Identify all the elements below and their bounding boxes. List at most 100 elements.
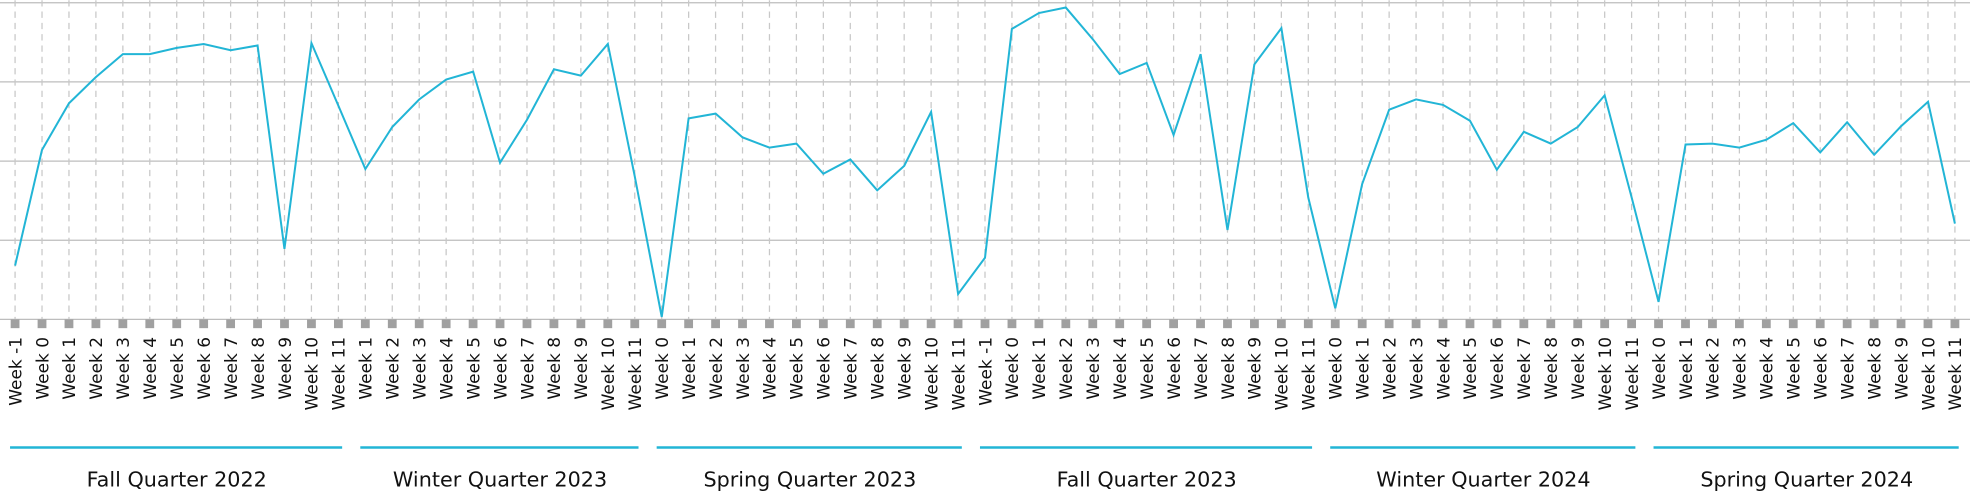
- x-tick: [91, 319, 101, 329]
- x-tick: [1196, 319, 1205, 329]
- x-tick: [684, 319, 694, 329]
- x-tick-label: Week 6: [814, 337, 834, 400]
- group-label: Spring Quarter 2023: [703, 467, 916, 491]
- x-tick: [199, 319, 209, 329]
- x-tick-label: Week 2: [86, 337, 106, 400]
- x-tick: [1600, 319, 1610, 329]
- x-tick-label: Week 8: [1864, 337, 1884, 400]
- x-tick: [1815, 319, 1825, 329]
- x-tick: [1950, 319, 1960, 329]
- x-tick-label: Week 9: [275, 337, 295, 400]
- x-tick-label: Week 6: [1810, 337, 1830, 400]
- x-tick: [414, 319, 424, 329]
- x-tick-label: Week 4: [436, 337, 456, 400]
- x-tick: [441, 319, 451, 329]
- x-tick-label: Week 5: [1460, 337, 1480, 400]
- x-tick: [307, 319, 316, 329]
- x-tick: [64, 319, 74, 329]
- x-tick: [818, 319, 828, 329]
- x-tick: [1330, 319, 1340, 329]
- x-tick: [1681, 319, 1690, 329]
- x-tick-label: Week 1: [679, 337, 699, 400]
- group-label: Fall Quarter 2023: [1057, 467, 1237, 491]
- x-tick: [980, 319, 990, 329]
- x-tick-label: Week -1: [5, 337, 25, 406]
- x-tick: [630, 319, 640, 329]
- x-tick-label: Week 0: [32, 337, 52, 400]
- x-tick-label: Week 5: [167, 337, 187, 400]
- x-tick-label: Week 4: [760, 337, 780, 400]
- x-tick: [1276, 319, 1286, 329]
- x-tick: [1411, 319, 1421, 329]
- x-tick-label: Week 0: [652, 337, 672, 400]
- x-tick-label: Week 6: [490, 337, 510, 400]
- x-tick-label: Week 5: [1784, 337, 1804, 400]
- x-tick-label: Week 11: [329, 337, 349, 410]
- x-tick-label: Week 2: [383, 337, 403, 400]
- x-tick-label: Week -1: [975, 337, 995, 406]
- x-tick: [172, 319, 182, 329]
- x-tick: [953, 319, 963, 329]
- x-tick: [280, 319, 289, 329]
- x-tick: [1708, 319, 1717, 329]
- x-tick-label: Week 8: [1541, 337, 1561, 400]
- x-tick-label: Week 9: [571, 337, 591, 400]
- x-tick: [872, 319, 882, 329]
- x-tick-label: Week 9: [1891, 337, 1911, 400]
- x-tick: [1438, 319, 1448, 329]
- x-tick-label: Week 7: [1837, 337, 1857, 400]
- x-tick-label: Week 7: [841, 337, 861, 400]
- x-tick: [37, 319, 47, 329]
- x-tick: [1169, 319, 1178, 329]
- x-tick-label: Week 8: [248, 337, 268, 400]
- x-tick-label: Week 5: [1137, 337, 1157, 400]
- x-tick-label: Week 11: [1945, 337, 1965, 410]
- x-tick: [711, 319, 720, 329]
- x-tick: [253, 319, 262, 329]
- x-tick-label: Week 4: [1757, 337, 1777, 400]
- x-tick: [1842, 319, 1852, 329]
- x-tick: [522, 319, 532, 329]
- x-tick-label: Week 10: [1272, 337, 1292, 410]
- x-tick-label: Week 0: [1326, 337, 1346, 400]
- x-tick: [1869, 319, 1879, 329]
- x-tick: [1142, 319, 1152, 329]
- x-tick-label: Week 1: [59, 337, 79, 400]
- x-tick-label: Week 3: [1083, 337, 1103, 400]
- x-tick: [1654, 319, 1663, 329]
- x-tick-label: Week 11: [625, 337, 645, 410]
- x-tick: [1492, 319, 1502, 329]
- line: [14, 6, 1956, 318]
- x-tick: [899, 319, 909, 329]
- group-label: Winter Quarter 2023: [393, 467, 607, 491]
- x-tick-label: Week 1: [1029, 337, 1049, 400]
- x-tick: [1061, 319, 1071, 329]
- x-tick: [1573, 319, 1583, 329]
- x-tick: [360, 319, 370, 329]
- x-tick: [1734, 319, 1744, 329]
- x-tick-label: Week 2: [1056, 337, 1076, 400]
- x-tick: [845, 319, 855, 329]
- x-tick: [1465, 319, 1475, 329]
- x-tick: [1519, 319, 1529, 329]
- x-tick-label: Week 10: [598, 337, 618, 410]
- x-tick: [1088, 319, 1098, 329]
- x-tick: [1223, 319, 1232, 329]
- x-tick-label: Week 0: [1002, 337, 1022, 400]
- x-tick: [1761, 319, 1771, 329]
- x-tick-label: Week 3: [1730, 337, 1750, 400]
- x-tick-label: Week 10: [302, 337, 322, 410]
- group-label: Winter Quarter 2024: [1376, 467, 1590, 491]
- x-tick-label: Week 10: [1595, 337, 1615, 410]
- x-tick-label: Week 1: [1352, 337, 1372, 400]
- x-tick-label: Week 1: [356, 337, 376, 400]
- x-tick-label: Week 0: [1649, 337, 1669, 400]
- x-tick: [333, 319, 343, 329]
- x-tick-label: Week 4: [1110, 337, 1130, 400]
- x-tick: [1034, 319, 1044, 329]
- x-tick-label: Week 3: [1406, 337, 1426, 400]
- x-tick-label: Week 9: [1245, 337, 1265, 400]
- x-tick: [495, 319, 505, 329]
- group-label: Fall Quarter 2022: [87, 467, 267, 491]
